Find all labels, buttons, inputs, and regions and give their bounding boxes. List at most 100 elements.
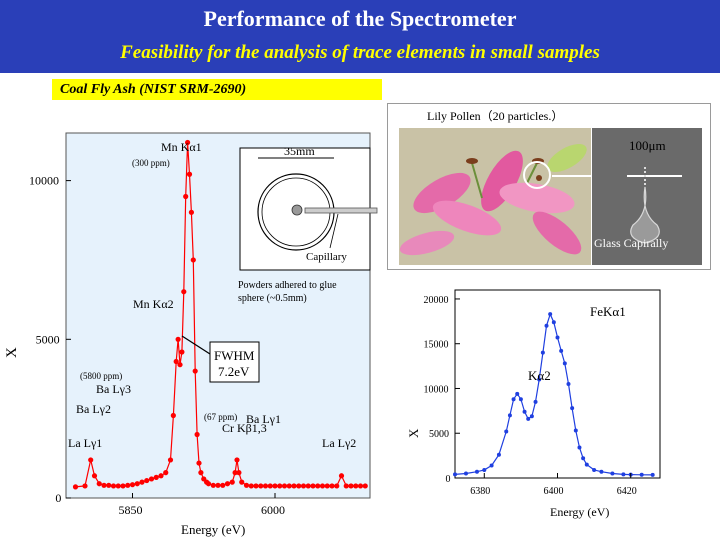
data-point — [173, 358, 179, 365]
pollen-illustration: Lily Pollen（20 particles.） 100μm Glass C… — [399, 109, 702, 265]
data-point — [570, 406, 575, 411]
data-point — [236, 470, 242, 476]
y-tick-label: 0 — [55, 491, 61, 505]
data-point — [179, 349, 185, 355]
data-point — [167, 457, 174, 463]
data-point — [91, 473, 98, 479]
data-point — [343, 483, 349, 489]
data-point — [562, 361, 567, 366]
data-point — [537, 377, 542, 382]
left-x-axis-label: Energy (eV) — [181, 522, 245, 537]
data-point — [188, 209, 194, 215]
fwhm-label: FWHM — [214, 348, 255, 363]
data-point — [610, 471, 615, 476]
peak-label-ba-lg1: Ba Lγ1 — [246, 412, 281, 426]
fwhm-value: 7.2eV — [218, 364, 250, 379]
data-point — [96, 481, 102, 487]
data-point — [650, 472, 655, 477]
data-point — [125, 482, 131, 488]
data-point — [175, 336, 181, 342]
left-y-axis-label: X — [4, 347, 20, 358]
data-point — [540, 350, 545, 355]
data-point — [215, 482, 221, 488]
inset-caption-line2: sphere (~0.5mm) — [238, 293, 307, 304]
data-point — [319, 483, 326, 489]
data-point — [310, 483, 316, 489]
y-tick-label: 5000 — [429, 429, 449, 440]
data-point — [181, 289, 187, 295]
fwhm-box — [209, 341, 260, 383]
y-tick-label: 20000 — [424, 295, 449, 306]
sample-blob — [291, 204, 303, 216]
data-point — [496, 452, 501, 457]
right-y-axis-label: X — [406, 428, 421, 438]
data-point — [170, 412, 176, 419]
peak-label-ba-lg2: Ba Lγ2 — [76, 402, 111, 416]
peak-label-mn-ka2: Mn Kα2 — [133, 297, 174, 311]
y-tick-label: 5000 — [36, 332, 60, 346]
y-tick-label: 10000 — [29, 174, 59, 188]
data-point — [291, 483, 297, 489]
pollen-title: Lily Pollen（20 particles.） — [427, 109, 563, 123]
data-point — [190, 257, 196, 263]
data-point — [258, 483, 264, 489]
data-point — [120, 483, 126, 489]
data-point — [267, 483, 273, 489]
data-point — [220, 482, 226, 488]
conc-label-67ppm: (67 ppm) — [204, 412, 237, 422]
data-point — [281, 483, 288, 489]
data-point — [286, 483, 292, 489]
data-point — [186, 171, 193, 177]
peak-label-la-lg1: La Lγ1 — [68, 436, 102, 450]
data-point — [106, 482, 112, 488]
data-point — [526, 416, 531, 421]
data-point — [357, 483, 364, 489]
data-point — [489, 463, 494, 468]
x-tick-label: 6420 — [617, 486, 637, 497]
data-point — [599, 469, 604, 474]
data-point — [232, 470, 238, 476]
data-point — [639, 472, 644, 477]
data-point — [515, 391, 520, 396]
data-point — [272, 483, 278, 489]
data-point — [507, 413, 512, 418]
data-point — [88, 457, 94, 463]
x-tick-label: 5850 — [119, 503, 143, 517]
slide-subtitle: Feasibility for the analysis of trace el… — [120, 42, 600, 63]
data-point — [511, 397, 516, 402]
data-point — [522, 409, 527, 414]
data-point — [163, 470, 169, 476]
data-point — [353, 483, 359, 489]
data-point — [139, 479, 145, 485]
data-point — [115, 483, 121, 489]
sample-banner: Coal Fly Ash (NIST SRM-2690) — [52, 79, 382, 100]
peak-label-ka2: Kα2 — [528, 368, 551, 383]
capillary-inset: 35mm Capillary — [239, 144, 378, 271]
data-point — [148, 476, 155, 482]
data-point — [548, 312, 553, 317]
inset-dimension: 35mm — [284, 144, 315, 158]
data-point — [198, 470, 204, 476]
data-point — [592, 467, 597, 472]
header-bar — [0, 0, 720, 73]
right-spectrum-plot: 6380 6400 6420 0 5000 10000 15000 20000 X Energ… — [406, 289, 661, 519]
data-point — [621, 472, 626, 477]
x-tick-label: 6380 — [470, 486, 490, 497]
data-point — [518, 397, 523, 402]
data-point — [581, 456, 586, 461]
data-point — [183, 193, 189, 200]
data-point — [305, 483, 311, 489]
lily-flower-illustration — [399, 144, 587, 256]
data-point — [573, 428, 578, 433]
y-tick-label: 15000 — [424, 340, 449, 351]
peak-label-ba-lg3: Ba Lγ3 — [96, 382, 131, 396]
data-point — [239, 479, 245, 485]
conc-label-300ppm: (300 ppm) — [132, 158, 170, 168]
data-point — [329, 483, 335, 489]
data-point — [196, 460, 202, 466]
capillary-rod — [304, 207, 378, 214]
data-point — [144, 477, 150, 484]
data-point — [194, 431, 200, 438]
data-point — [566, 382, 571, 386]
